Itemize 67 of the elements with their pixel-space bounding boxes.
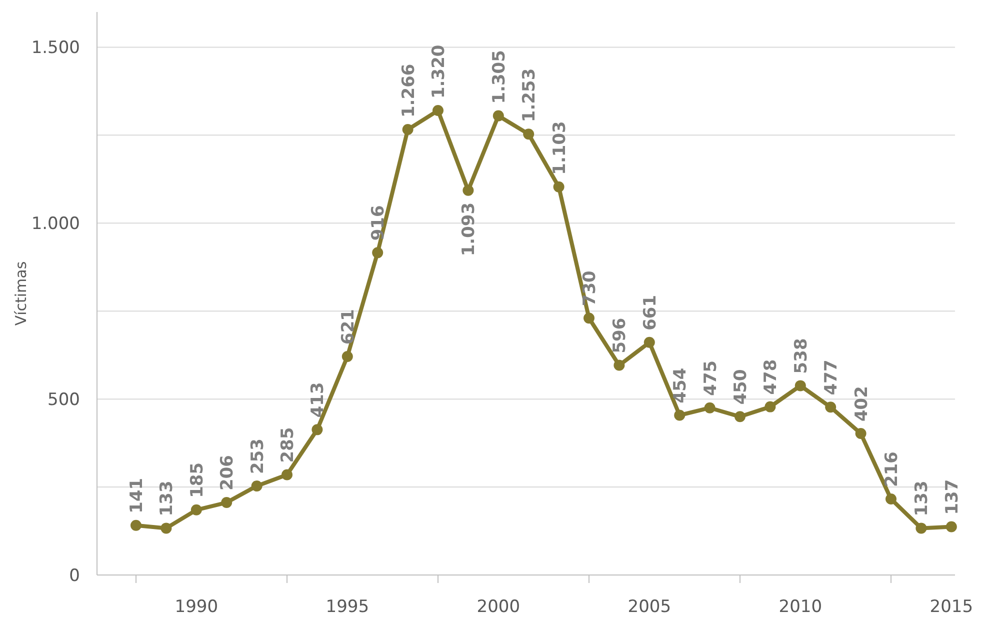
point — [916, 522, 927, 534]
data-label: 206 — [218, 455, 238, 491]
y-tick-label: 0 — [69, 566, 80, 586]
data-label: 621 — [338, 308, 358, 344]
point — [734, 411, 746, 422]
data-label: 216 — [882, 451, 902, 487]
point — [553, 181, 564, 192]
x-tick-label: 1990 — [174, 597, 218, 617]
point — [130, 520, 142, 531]
point — [704, 402, 716, 414]
y-tick-label: 1.500 — [31, 38, 80, 58]
data-label: 137 — [942, 479, 962, 515]
data-label: 133 — [912, 480, 932, 516]
data-label: 1.266 — [398, 64, 419, 118]
point — [584, 312, 594, 324]
data-label: 661 — [640, 294, 660, 330]
data-label: 1.253 — [520, 68, 540, 122]
point — [523, 128, 534, 140]
point — [946, 521, 957, 532]
point — [221, 497, 232, 508]
point — [674, 410, 686, 421]
y-axis-title: Víctimas — [12, 261, 30, 326]
x-tick-label: 2005 — [628, 597, 672, 617]
data-label: 916 — [368, 205, 389, 241]
data-label: 141 — [127, 478, 147, 514]
point — [402, 124, 414, 136]
point — [282, 469, 292, 480]
x-tick-label: 2015 — [930, 597, 974, 617]
y-tick-label: 500 — [48, 390, 80, 410]
point — [190, 504, 202, 516]
point — [372, 247, 384, 258]
x-tick-label: 2000 — [476, 597, 520, 617]
point — [886, 493, 896, 504]
data-label: 1.305 — [489, 50, 510, 104]
data-label: 478 — [761, 359, 782, 395]
point — [492, 110, 504, 122]
data-label: 133 — [157, 480, 178, 516]
x-tick-label: 2010 — [778, 597, 822, 617]
point — [462, 184, 474, 196]
data-label: 1.103 — [550, 121, 570, 175]
point — [794, 380, 806, 392]
point — [312, 424, 323, 436]
data-label: 596 — [610, 318, 630, 354]
data-label: 185 — [187, 462, 208, 498]
point — [644, 336, 655, 348]
point — [432, 105, 444, 116]
data-label: 1.320 — [429, 44, 449, 99]
point — [855, 428, 866, 440]
data-label: 1.093 — [459, 202, 480, 256]
data-label: 402 — [852, 386, 872, 422]
data-label: 413 — [308, 382, 328, 418]
point — [342, 350, 353, 362]
data-label: 454 — [670, 368, 691, 404]
data-label: 285 — [278, 427, 298, 463]
point — [160, 522, 172, 534]
data-label: 477 — [822, 360, 842, 396]
point — [614, 360, 625, 371]
point — [764, 401, 776, 412]
data-label: 475 — [700, 360, 721, 396]
data-label: 450 — [731, 369, 751, 405]
point — [825, 402, 836, 413]
point — [251, 480, 262, 492]
data-label: 730 — [580, 270, 600, 306]
x-tick-label: 1995 — [326, 597, 370, 617]
y-tick-label: 1.000 — [31, 214, 80, 234]
data-label: 538 — [791, 338, 812, 374]
data-label: 253 — [248, 438, 268, 474]
